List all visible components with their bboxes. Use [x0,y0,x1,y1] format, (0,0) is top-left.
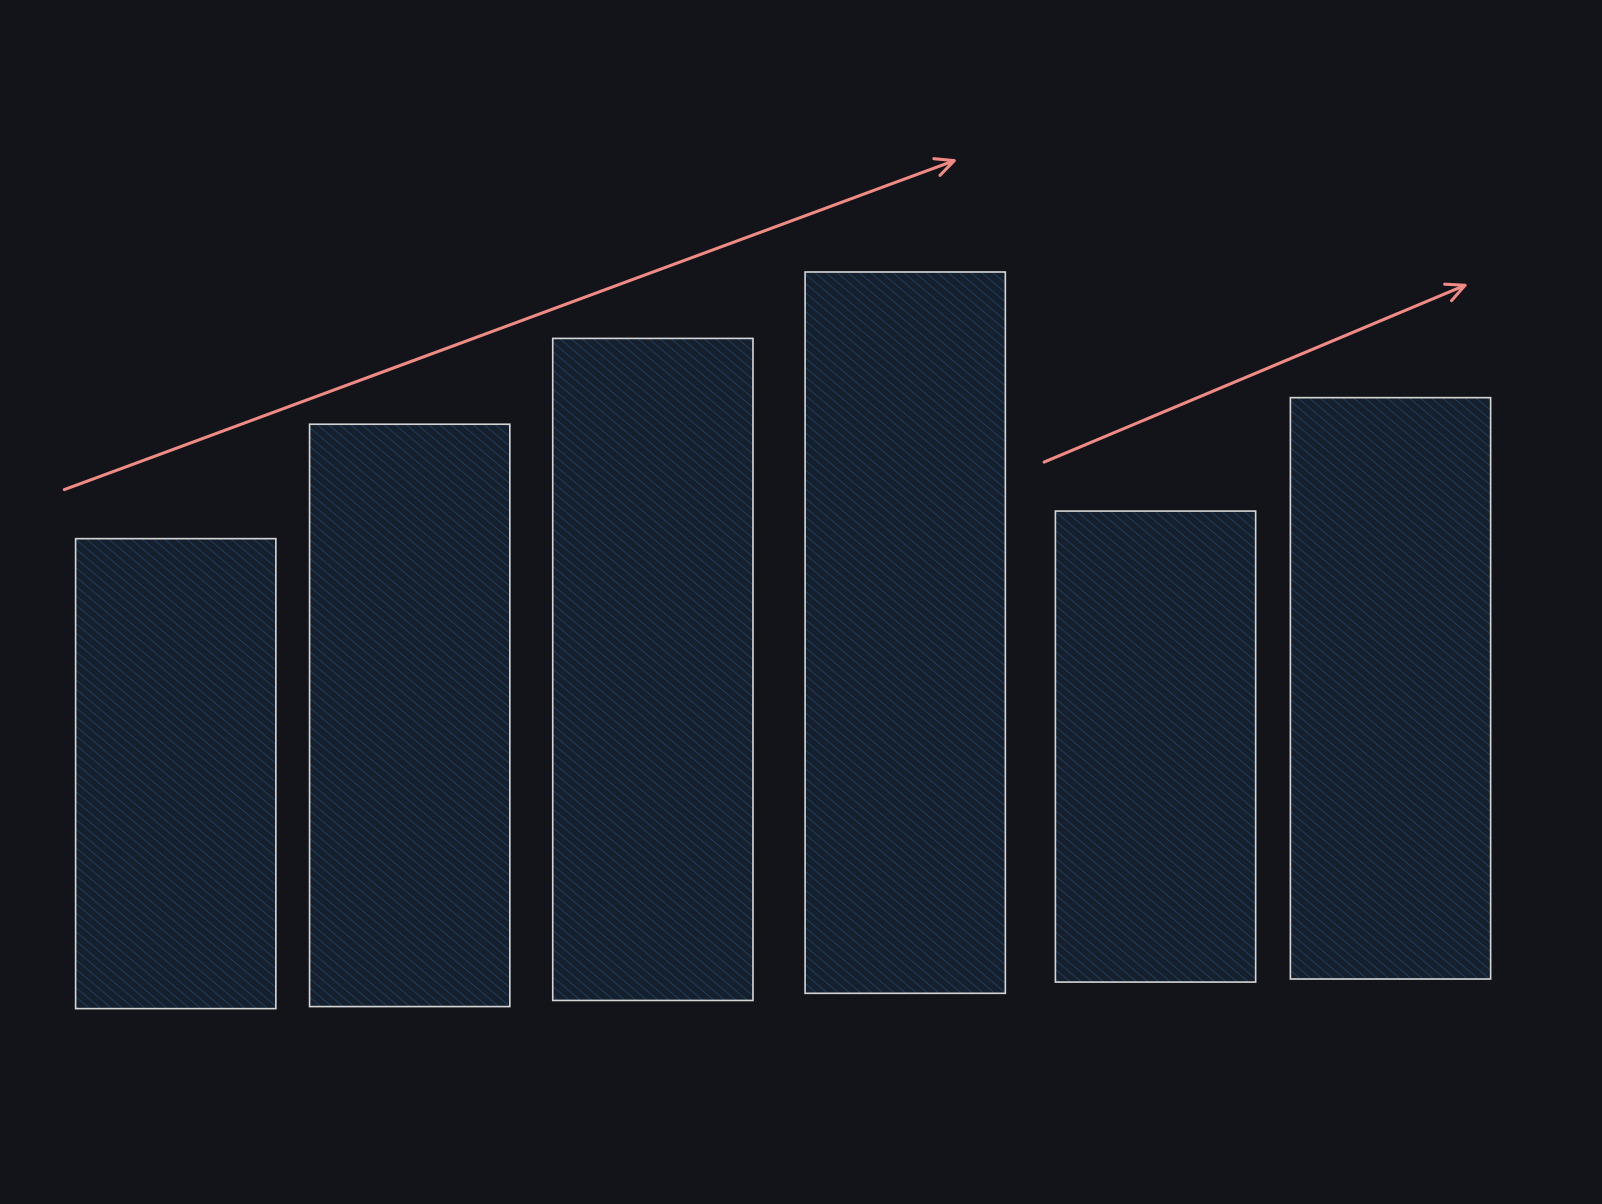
bar-rectangle-6[interactable] [1289,396,1492,980]
bar-rectangle-1[interactable] [74,537,277,1010]
trend-arrow-2[interactable] [1042,282,1467,464]
bar-rectangle-2[interactable] [308,423,511,1008]
bar-rectangle-4[interactable] [804,271,1007,995]
bar-rectangle-5[interactable] [1054,510,1257,983]
bar-rectangle-3[interactable] [551,337,754,1002]
bar-shapes [74,271,1492,1010]
arrow-line [62,157,956,492]
arrow-line [1042,282,1467,464]
arrow-shapes [62,157,1467,492]
trend-arrow-1[interactable] [62,157,956,492]
